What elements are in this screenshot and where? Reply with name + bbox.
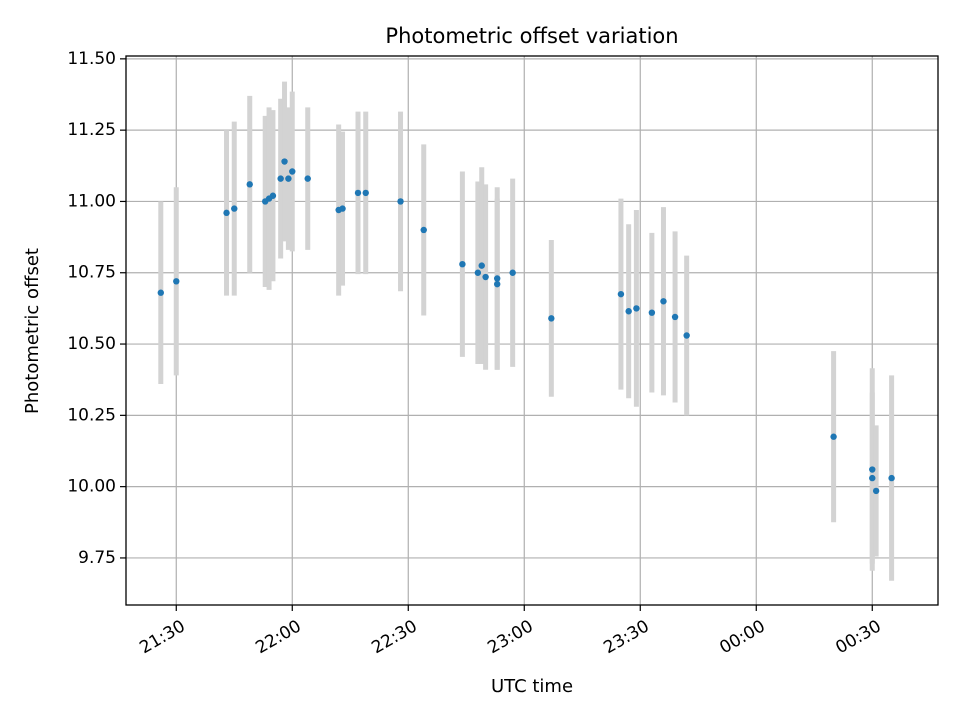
data-point [869,474,876,482]
y-tick-label: 9.75 [78,548,116,568]
chart-title: Photometric offset variation [385,24,678,48]
plot-frame [125,55,939,606]
data-point [683,332,690,339]
data-point [648,309,656,316]
data-point [285,175,292,182]
data-point [548,315,555,322]
data-point [362,189,369,197]
data-point [869,466,876,473]
data-point [888,474,895,482]
data-point [231,205,238,212]
data-point [157,289,164,296]
data-point [872,487,880,495]
data-point [281,158,288,165]
data-point [478,262,485,269]
y-tick-label: 11.50 [67,49,116,69]
data-point [482,273,489,281]
y-tick-label: 10.75 [67,263,116,283]
grid [126,56,938,605]
data-point [173,278,180,285]
data-point [494,275,501,282]
y-tick-label: 10.50 [67,334,116,354]
data-point [246,181,253,188]
data-point [671,313,679,321]
data-point [269,192,277,199]
data-points [157,158,895,495]
data-point [223,209,230,217]
x-axis-label: UTC time [491,676,573,697]
data-point [494,280,501,288]
data-point [830,433,837,440]
data-point [474,269,482,276]
y-axis-label: Photometric offset [22,248,43,414]
data-point [339,205,346,212]
data-point [289,168,296,175]
data-point [354,189,362,197]
y-axis-ticks: 9.75 10.00 10.25 10.50 10.75 11.00 11.25 11.50 [67,49,126,568]
data-point [304,175,311,182]
data-point [617,290,625,298]
y-tick-label: 10.00 [67,477,116,497]
data-point [277,175,284,182]
data-point [397,198,404,205]
data-point [625,308,632,315]
data-point [660,298,667,305]
data-point [633,305,640,312]
data-point [509,269,516,276]
y-tick-label: 11.25 [67,120,116,140]
y-tick-label: 11.00 [67,191,116,211]
data-point [420,226,427,234]
y-tick-label: 10.25 [67,405,116,425]
data-point [459,260,466,268]
